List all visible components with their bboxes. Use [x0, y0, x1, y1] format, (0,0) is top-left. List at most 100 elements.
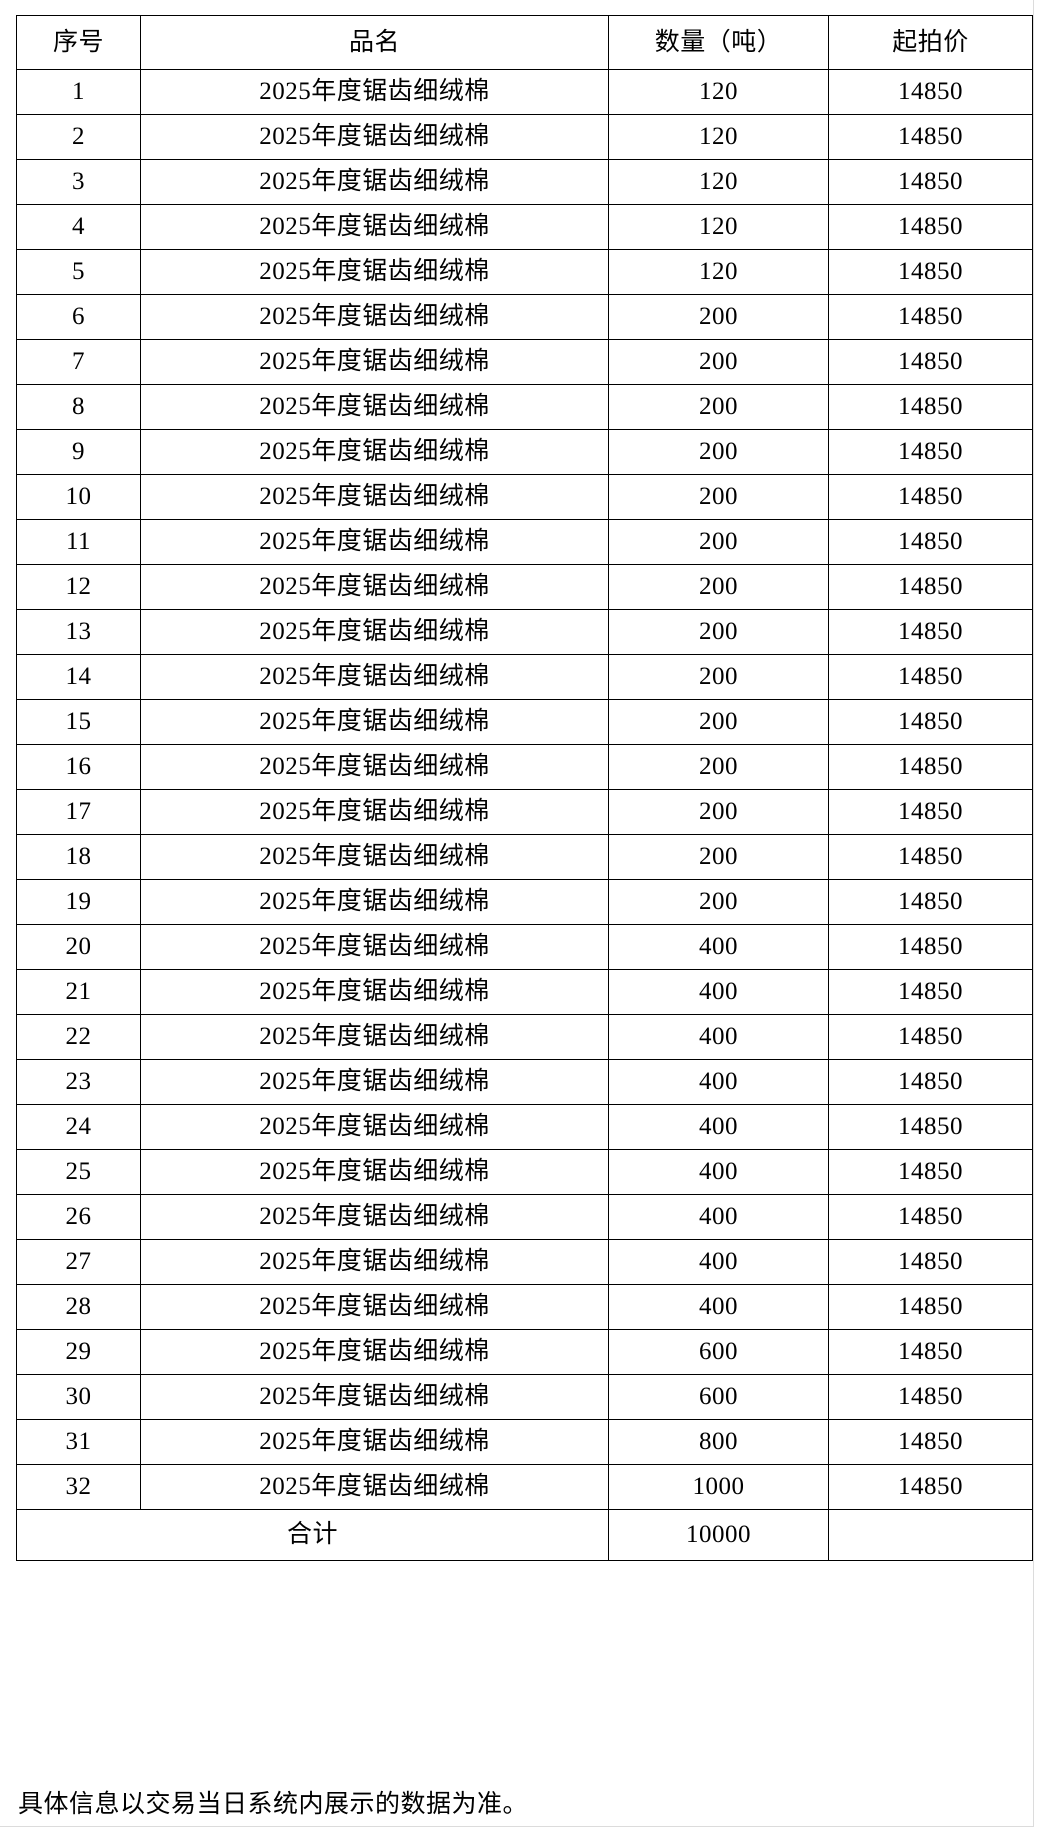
cell-quantity: 400	[608, 1104, 829, 1150]
cell-quantity: 120	[608, 204, 829, 250]
cell-name: 2025年度锯齿细绒棉	[140, 1194, 609, 1240]
cell-index: 3	[16, 159, 141, 205]
total-price	[828, 1509, 1033, 1561]
cell-index: 25	[16, 1149, 141, 1195]
cell-name: 2025年度锯齿细绒棉	[140, 384, 609, 430]
cell-price: 14850	[828, 969, 1033, 1015]
cell-quantity: 400	[608, 924, 829, 970]
cell-index: 10	[16, 474, 141, 520]
cell-name: 2025年度锯齿细绒棉	[140, 969, 609, 1015]
cell-quantity: 600	[608, 1329, 829, 1375]
table-row: 32 2025年度锯齿细绒棉 1000 14850	[16, 1464, 1033, 1510]
cell-index: 20	[16, 924, 141, 970]
cell-name: 2025年度锯齿细绒棉	[140, 1374, 609, 1420]
table-row: 30 2025年度锯齿细绒棉 600 14850	[16, 1374, 1033, 1420]
cell-name: 2025年度锯齿细绒棉	[140, 1059, 609, 1105]
table-row: 15 2025年度锯齿细绒棉 200 14850	[16, 699, 1033, 745]
cell-price: 14850	[828, 249, 1033, 295]
cell-name: 2025年度锯齿细绒棉	[140, 1239, 609, 1285]
cell-index: 29	[16, 1329, 141, 1375]
header-row: 序号 品名 数量（吨） 起拍价	[16, 15, 1033, 70]
cell-price: 14850	[828, 294, 1033, 340]
cell-quantity: 200	[608, 294, 829, 340]
cell-quantity: 200	[608, 609, 829, 655]
table-row: 8 2025年度锯齿细绒棉 200 14850	[16, 384, 1033, 430]
cell-price: 14850	[828, 654, 1033, 700]
cell-price: 14850	[828, 474, 1033, 520]
cell-index: 7	[16, 339, 141, 385]
cell-price: 14850	[828, 1419, 1033, 1465]
cell-index: 9	[16, 429, 141, 475]
table-row: 2 2025年度锯齿细绒棉 120 14850	[16, 114, 1033, 160]
table-row: 13 2025年度锯齿细绒棉 200 14850	[16, 609, 1033, 655]
table-row: 28 2025年度锯齿细绒棉 400 14850	[16, 1284, 1033, 1330]
table-body: 1 2025年度锯齿细绒棉 120 14850 2 2025年度锯齿细绒棉 120 14850…	[16, 69, 1033, 1510]
cell-price: 14850	[828, 699, 1033, 745]
cell-name: 2025年度锯齿细绒棉	[140, 879, 609, 925]
cell-price: 14850	[828, 519, 1033, 565]
cell-quantity: 200	[608, 879, 829, 925]
cell-name: 2025年度锯齿细绒棉	[140, 429, 609, 475]
cell-price: 14850	[828, 1239, 1033, 1285]
cell-price: 14850	[828, 384, 1033, 430]
cell-name: 2025年度锯齿细绒棉	[140, 339, 609, 385]
cell-index: 27	[16, 1239, 141, 1285]
table-row: 5 2025年度锯齿细绒棉 120 14850	[16, 249, 1033, 295]
cell-index: 13	[16, 609, 141, 655]
cell-name: 2025年度锯齿细绒棉	[140, 294, 609, 340]
table-header: 序号 品名 数量（吨） 起拍价	[16, 15, 1033, 70]
cell-quantity: 200	[608, 654, 829, 700]
column-header-price: 起拍价	[828, 15, 1033, 70]
table-row: 1 2025年度锯齿细绒棉 120 14850	[16, 69, 1033, 115]
column-header-index: 序号	[16, 15, 141, 70]
table-row: 25 2025年度锯齿细绒棉 400 14850	[16, 1149, 1033, 1195]
cell-quantity: 400	[608, 1149, 829, 1195]
cell-index: 8	[16, 384, 141, 430]
cell-quantity: 200	[608, 834, 829, 880]
cell-name: 2025年度锯齿细绒棉	[140, 1329, 609, 1375]
lots-table: 序号 品名 数量（吨） 起拍价 1 2025年度锯齿细绒棉 120 14850 2 202…	[16, 15, 1033, 1561]
footnote-text: 具体信息以交易当日系统内展示的数据为准。	[18, 1791, 529, 1818]
cell-quantity: 400	[608, 1194, 829, 1240]
column-header-name: 品名	[140, 15, 609, 70]
cell-price: 14850	[828, 1329, 1033, 1375]
cell-price: 14850	[828, 1284, 1033, 1330]
cell-price: 14850	[828, 69, 1033, 115]
cell-price: 14850	[828, 339, 1033, 385]
cell-quantity: 1000	[608, 1464, 829, 1510]
cell-price: 14850	[828, 879, 1033, 925]
table-row: 12 2025年度锯齿细绒棉 200 14850	[16, 564, 1033, 610]
cell-quantity: 120	[608, 114, 829, 160]
cell-quantity: 400	[608, 969, 829, 1015]
cell-quantity: 400	[608, 1059, 829, 1105]
table-row: 27 2025年度锯齿细绒棉 400 14850	[16, 1239, 1033, 1285]
cell-name: 2025年度锯齿细绒棉	[140, 1464, 609, 1510]
cell-name: 2025年度锯齿细绒棉	[140, 1014, 609, 1060]
cell-quantity: 200	[608, 789, 829, 835]
cell-name: 2025年度锯齿细绒棉	[140, 1419, 609, 1465]
total-quantity: 10000	[608, 1509, 829, 1561]
cell-price: 14850	[828, 564, 1033, 610]
cell-name: 2025年度锯齿细绒棉	[140, 114, 609, 160]
cell-price: 14850	[828, 1374, 1033, 1420]
table-row: 9 2025年度锯齿细绒棉 200 14850	[16, 429, 1033, 475]
cell-index: 31	[16, 1419, 141, 1465]
cell-name: 2025年度锯齿细绒棉	[140, 159, 609, 205]
cell-quantity: 200	[608, 474, 829, 520]
cell-name: 2025年度锯齿细绒棉	[140, 1104, 609, 1150]
cell-index: 26	[16, 1194, 141, 1240]
cell-price: 14850	[828, 1104, 1033, 1150]
table-row: 20 2025年度锯齿细绒棉 400 14850	[16, 924, 1033, 970]
cell-name: 2025年度锯齿细绒棉	[140, 474, 609, 520]
table-row: 21 2025年度锯齿细绒棉 400 14850	[16, 969, 1033, 1015]
table-footer: 合计 10000	[16, 1509, 1033, 1561]
cell-index: 32	[16, 1464, 141, 1510]
lots-table-container: 序号 品名 数量（吨） 起拍价 1 2025年度锯齿细绒棉 120 14850 2 202…	[16, 15, 1033, 1561]
cell-index: 15	[16, 699, 141, 745]
table-row: 11 2025年度锯齿细绒棉 200 14850	[16, 519, 1033, 565]
table-row: 23 2025年度锯齿细绒棉 400 14850	[16, 1059, 1033, 1105]
cell-index: 22	[16, 1014, 141, 1060]
table-row: 6 2025年度锯齿细绒棉 200 14850	[16, 294, 1033, 340]
table-row: 10 2025年度锯齿细绒棉 200 14850	[16, 474, 1033, 520]
cell-price: 14850	[828, 114, 1033, 160]
